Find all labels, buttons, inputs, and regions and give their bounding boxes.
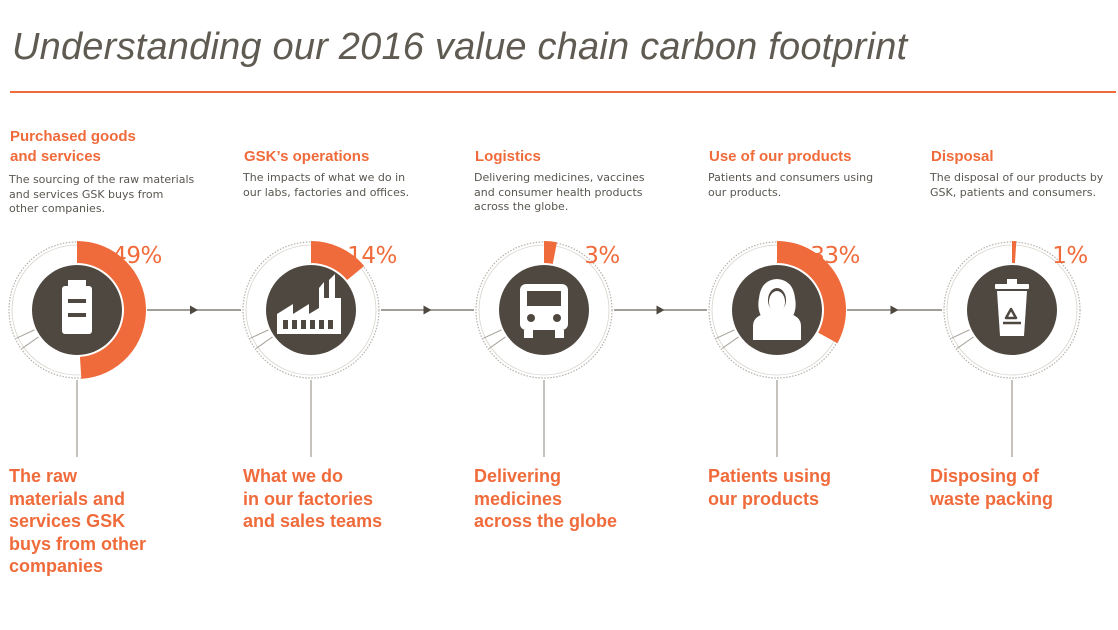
truck-icon bbox=[520, 284, 568, 338]
share-arc bbox=[311, 241, 365, 281]
percent-label: 33% bbox=[810, 243, 860, 269]
stage-heading: Logistics bbox=[475, 148, 541, 165]
stage-summary: Patients using our products bbox=[708, 466, 832, 509]
ring-tick bbox=[483, 329, 502, 339]
stage-description: Delivering medicines, vaccines and consu… bbox=[474, 171, 645, 213]
percent-label: 3% bbox=[584, 243, 620, 269]
ring-tick bbox=[956, 336, 974, 349]
page-title: Understanding our 2016 value chain carbo… bbox=[12, 26, 908, 68]
stage-node bbox=[943, 241, 1081, 457]
share-arc bbox=[1012, 241, 1017, 264]
ring-tick bbox=[716, 329, 735, 339]
percent-label: 1% bbox=[1052, 243, 1088, 269]
connector-arrow bbox=[656, 305, 665, 315]
stage-description: The impacts of what we do in our labs, f… bbox=[243, 171, 410, 199]
stage-heading: Disposal bbox=[931, 148, 994, 165]
share-arc bbox=[77, 241, 146, 379]
share-arc bbox=[544, 241, 557, 264]
percent-label: 14% bbox=[347, 243, 397, 269]
connector-arrow bbox=[890, 305, 899, 315]
stage-summary: The raw materials and services GSK buys … bbox=[9, 466, 147, 576]
connector-arrow bbox=[423, 305, 432, 315]
percent-label: 49% bbox=[112, 243, 162, 269]
stage-summary: Disposing of waste packing bbox=[930, 466, 1054, 509]
stage-heading: Purchased goods and services bbox=[10, 128, 136, 165]
stage-connectors bbox=[147, 305, 942, 315]
ring-tick bbox=[721, 336, 739, 349]
share-arc bbox=[777, 241, 846, 344]
stage-summary: Delivering medicines across the globe bbox=[474, 466, 618, 531]
recycle-bin-icon bbox=[993, 277, 1031, 338]
stage-summary: What we do in our factories and sales te… bbox=[243, 466, 383, 531]
stage-node bbox=[475, 241, 613, 457]
ring-tick bbox=[255, 336, 273, 349]
icon-disc bbox=[266, 265, 356, 355]
stage-node bbox=[708, 241, 846, 457]
stage-node bbox=[8, 241, 146, 457]
connector-arrow bbox=[190, 305, 198, 315]
ring-tick bbox=[951, 329, 970, 339]
stage-heading: GSK’s operations bbox=[244, 148, 370, 165]
ring-tick bbox=[250, 329, 269, 339]
ring-tick bbox=[21, 336, 39, 349]
title-divider bbox=[10, 91, 1116, 93]
stage-description: Patients and consumers using our product… bbox=[708, 171, 874, 199]
stage-description: The disposal of our products by GSK, pat… bbox=[930, 171, 1104, 199]
stage-node bbox=[242, 241, 380, 457]
ring-tick bbox=[16, 329, 35, 339]
stage-description: The sourcing of the raw materials and se… bbox=[9, 173, 195, 215]
raw-materials-icon bbox=[60, 278, 94, 336]
ring-tick bbox=[488, 336, 506, 349]
stage-heading: Use of our products bbox=[709, 148, 852, 165]
